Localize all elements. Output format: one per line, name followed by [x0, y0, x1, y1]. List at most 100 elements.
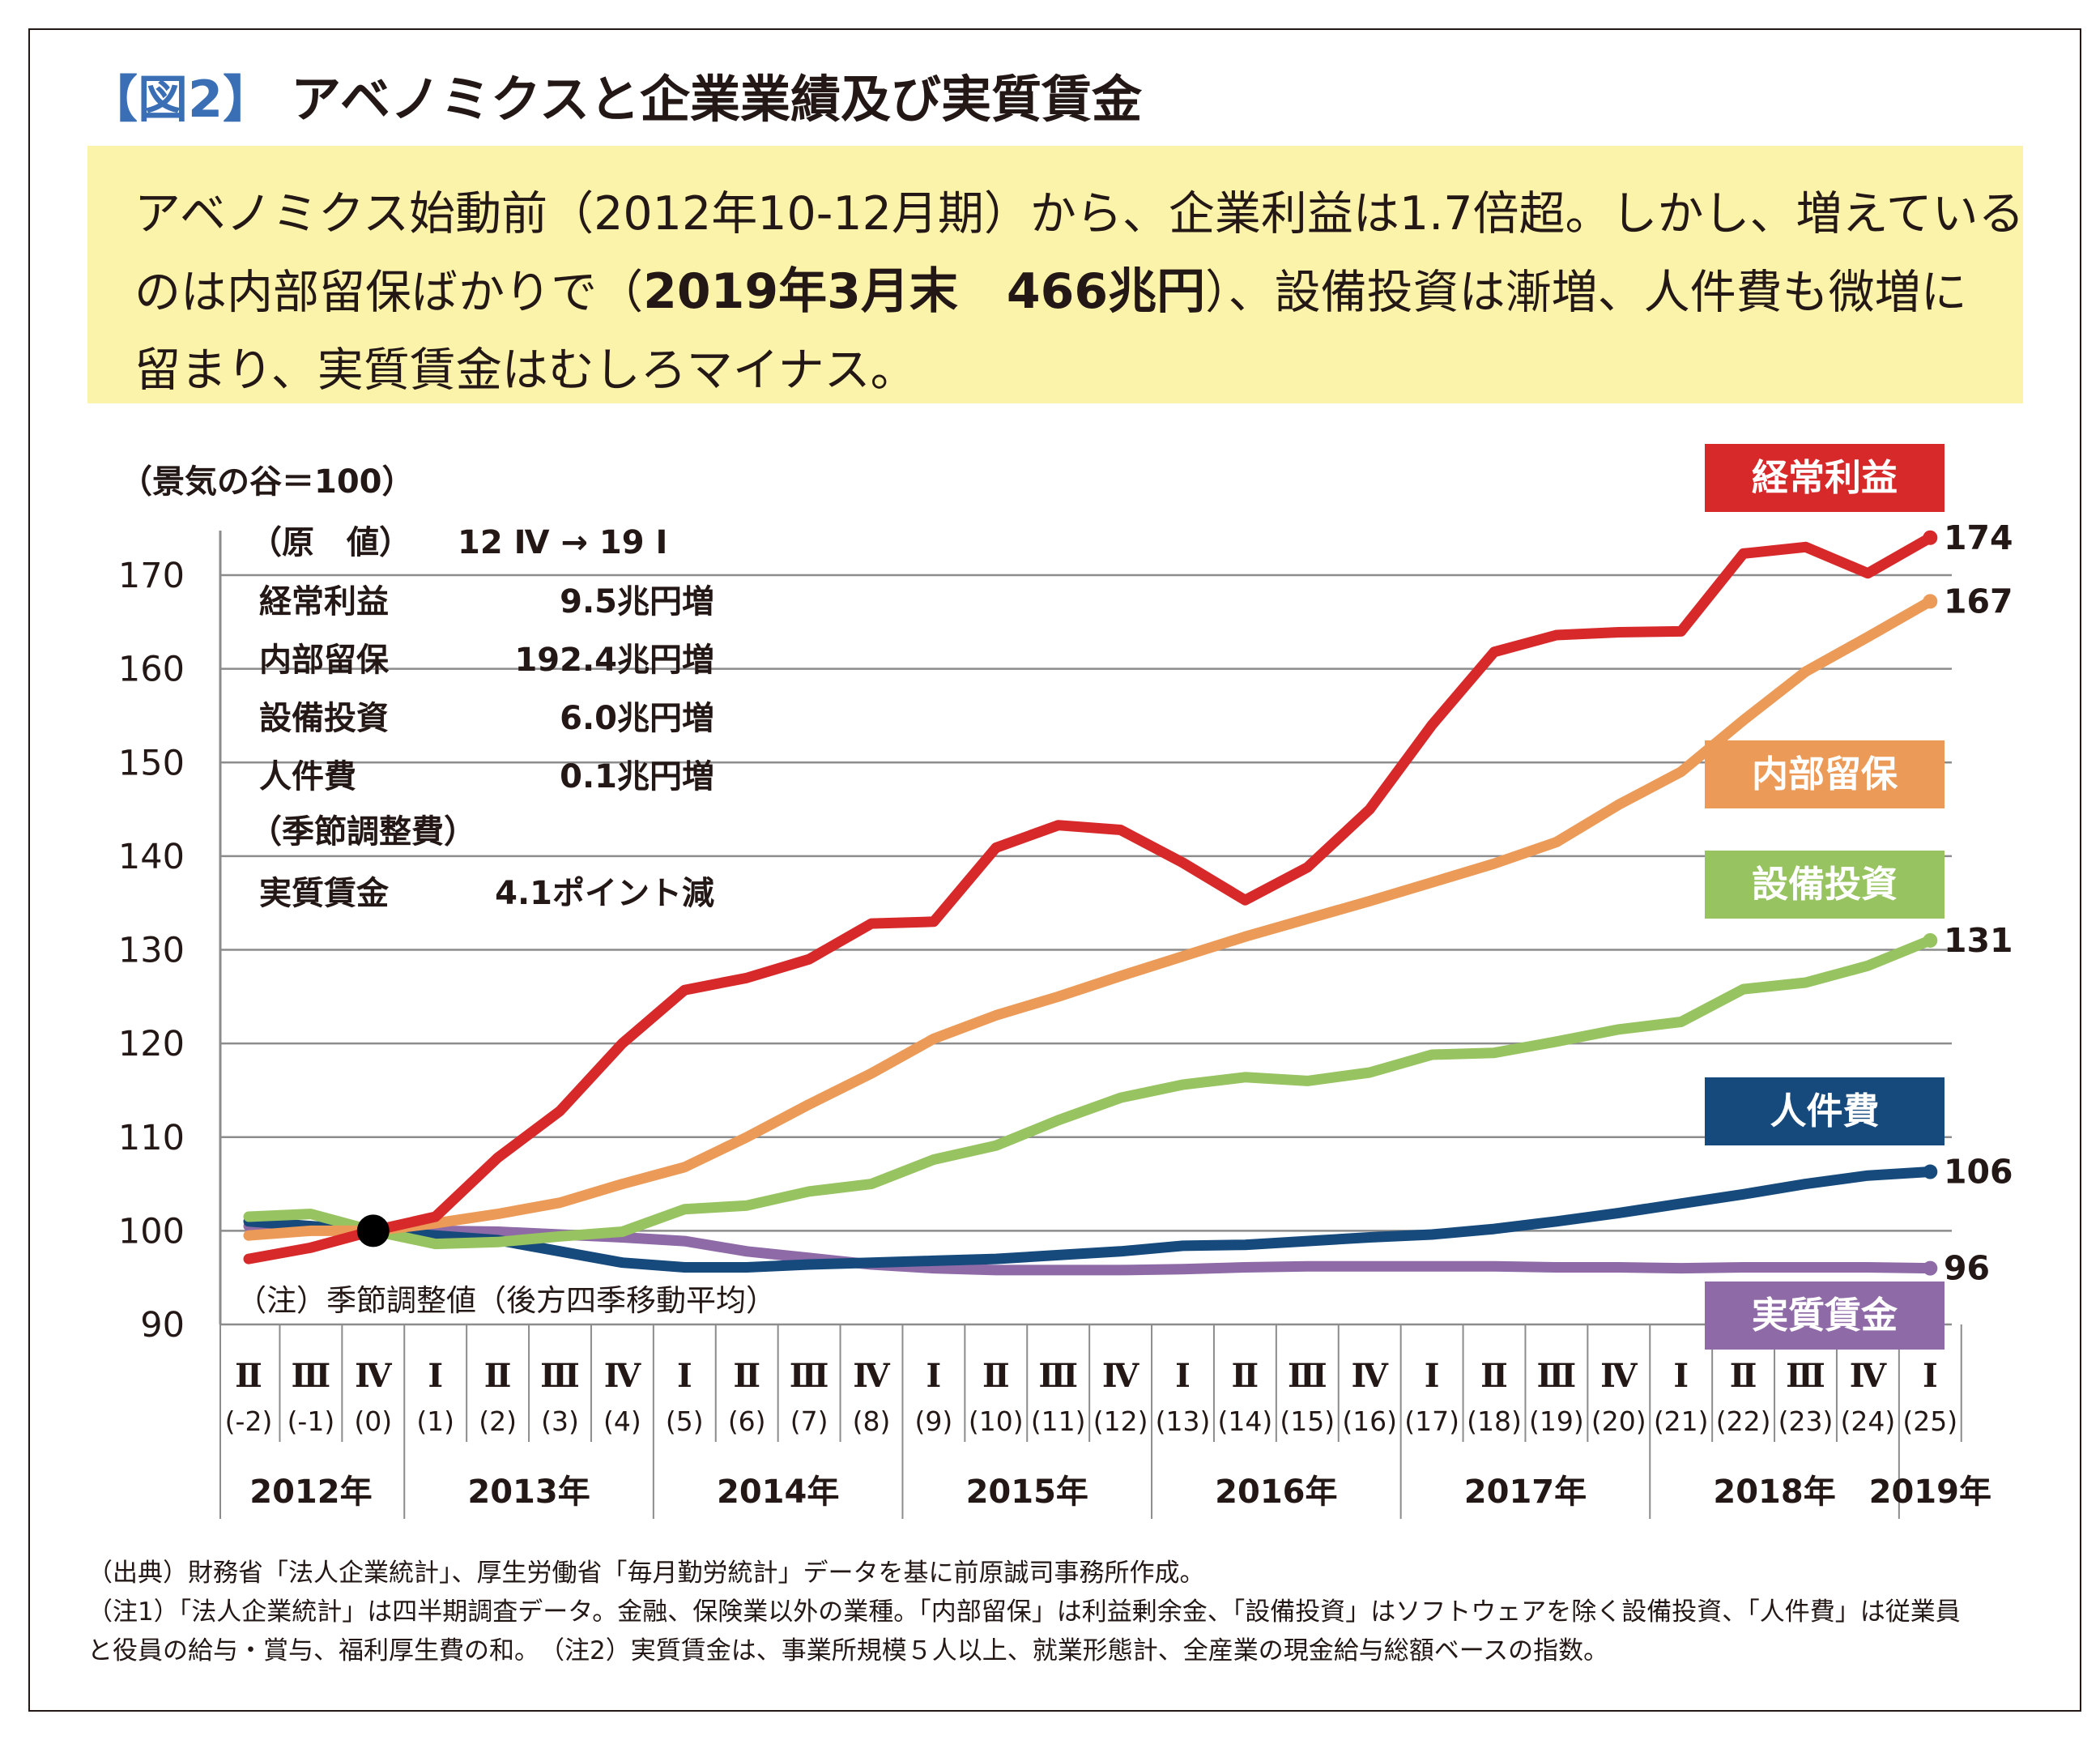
annotation-header-left: （原 値） [249, 524, 411, 561]
series-end-label-0: 174 [1944, 518, 2013, 557]
legend-badge-0 [1705, 444, 1945, 512]
annotation-wage-value: 4.1ポイント減 [495, 875, 714, 912]
x-index-label-15: (13) [1156, 1405, 1211, 1437]
x-index-label-0: (-2) [225, 1405, 273, 1437]
x-index-label-9: (7) [790, 1405, 828, 1437]
y-tick-label-130: 130 [118, 931, 185, 971]
summary-highlight: 2019年3月末 466兆円 [643, 263, 1206, 320]
x-quarter-label-20: Ⅱ [1480, 1357, 1508, 1395]
x-year-label-0: 2012年 [249, 1473, 372, 1511]
x-quarter-label-27: Ⅰ [1923, 1357, 1938, 1395]
x-index-label-23: (21) [1654, 1405, 1709, 1437]
y-tick-label-90: 90 [140, 1305, 185, 1346]
x-year-label-1: 2013年 [467, 1473, 590, 1511]
x-index-label-18: (16) [1342, 1405, 1397, 1437]
summary-line-3: 留まり、実質賃金はむしろマイナス。 [134, 343, 917, 397]
x-index-label-16: (14) [1218, 1405, 1273, 1437]
x-quarter-label-26: Ⅳ [1850, 1357, 1887, 1395]
title-text: アベノミクスと企業業績及び実質賃金 [291, 70, 1143, 129]
x-quarter-label-18: Ⅳ [1352, 1357, 1389, 1395]
legend-badge-label-1: 内部留保 [1752, 753, 1898, 795]
annotation-seasonal-label: （季節調整費） [249, 813, 476, 851]
x-index-label-5: (3) [541, 1405, 579, 1437]
x-index-label-4: (2) [479, 1405, 517, 1437]
series-end-label-4: 96 [1944, 1249, 1990, 1288]
x-quarter-label-3: Ⅰ [428, 1357, 443, 1395]
x-index-label-13: (11) [1031, 1405, 1086, 1437]
x-index-label-7: (5) [666, 1405, 704, 1437]
x-quarter-label-17: Ⅲ [1288, 1357, 1327, 1395]
x-index-label-1: (-1) [288, 1405, 335, 1437]
x-axis: Ⅱ (-2) Ⅲ (-1) Ⅳ (0) Ⅰ (1) Ⅱ (2) Ⅲ (3) Ⅳ (4) Ⅰ (5) Ⅱ (6) Ⅲ (… [219, 1324, 1991, 1519]
annotation-label-retained: 内部留保 [259, 642, 390, 679]
annotation-label-capex: 設備投資 [259, 700, 389, 737]
series-end-label-1: 167 [1944, 582, 2013, 621]
x-quarter-label-2: Ⅳ [355, 1357, 392, 1395]
series-end-label-2: 131 [1944, 921, 2013, 960]
annotation-header-right: 12 Ⅳ → 19 Ⅰ [458, 524, 667, 561]
annotation-value-capex: 6.0兆円増 [560, 700, 714, 737]
x-index-label-24: (22) [1716, 1405, 1771, 1437]
legend-badge-label-3: 人件費 [1770, 1090, 1879, 1132]
source-note: （出典）財務省「法人企業統計」、厚生労働省「毎月勤労統計」データを基に前原誠司事… [87, 1559, 1205, 1588]
chart-note: （注）季節調整値（後方四季移動平均） [236, 1283, 776, 1318]
x-quarter-label-12: Ⅱ [982, 1357, 1010, 1395]
y-tick-label-120: 120 [118, 1024, 185, 1064]
legend-badge-label-4: 実質賃金 [1752, 1294, 1898, 1337]
summary-line-2: のは内部留保ばかりで（2019年3月末 466兆円）、設備投資は漸増、人件費も微… [134, 253, 1976, 331]
annotation-box: （原 値） 12 Ⅳ → 19 Ⅰ 経常利益 9.5兆円増 内部留保 192.4… [249, 524, 714, 912]
x-index-label-3: (1) [416, 1405, 454, 1437]
x-index-label-8: (6) [728, 1405, 766, 1437]
series-lines [243, 530, 1938, 1276]
series-line-2 [243, 935, 1936, 1250]
x-year-label-6: 2018年 [1713, 1473, 1835, 1511]
series-end-point-3 [1923, 1164, 1938, 1179]
x-year-label-3: 2015年 [966, 1473, 1088, 1511]
x-quarter-label-11: Ⅰ [926, 1357, 942, 1395]
x-quarter-label-16: Ⅱ [1232, 1357, 1259, 1395]
summary-line-2-pre: のは内部留保ばかりで（ [134, 266, 644, 319]
x-quarter-label-14: Ⅳ [1102, 1357, 1139, 1395]
x-index-label-19: (17) [1404, 1405, 1459, 1437]
x-index-label-11: (9) [915, 1405, 953, 1437]
note-1a: （注1）「法人企業統計」は四半期調査データ。金融、保険業以外の業種。「内部留保」… [87, 1597, 1961, 1627]
series-end-point-4 [1923, 1260, 1938, 1276]
figure-label: 【図2】 [87, 70, 274, 129]
annotation-value-retained: 192.4兆円増 [514, 642, 714, 679]
x-quarter-label-7: Ⅰ [677, 1357, 692, 1395]
series-end-point-2 [1923, 932, 1938, 948]
y-unit-label: （景気の谷＝100） [120, 463, 415, 501]
summary-box: アベノミクス始動前（2012年10-12月期）から、企業利益は1.7倍超。しかし… [87, 146, 2023, 403]
legend-badge-4 [1705, 1282, 1945, 1350]
summary-line-1: アベノミクス始動前（2012年10-12月期）から、企業利益は1.7倍超。しかし… [134, 187, 2023, 241]
x-index-label-12: (10) [969, 1405, 1024, 1437]
series-end-label-3: 106 [1944, 1153, 2013, 1192]
x-quarter-label-19: Ⅰ [1425, 1357, 1440, 1395]
x-index-label-2: (0) [354, 1405, 392, 1437]
x-index-label-20: (18) [1467, 1405, 1522, 1437]
note-1b: と役員の給与・賞与、福利厚生費の和。 （注2）実質賃金は、事業所規模５人以上、就… [87, 1636, 1609, 1665]
annotation-label-profit: 経常利益 [259, 583, 389, 621]
series-end-point-1 [1923, 594, 1938, 609]
x-quarter-label-25: Ⅲ [1786, 1357, 1825, 1395]
x-index-label-25: (23) [1778, 1405, 1834, 1437]
y-tick-label-160: 160 [118, 650, 185, 690]
x-quarter-label-4: Ⅱ [484, 1357, 512, 1395]
x-index-label-10: (8) [853, 1405, 891, 1437]
series-line-3 [243, 1166, 1936, 1273]
x-quarter-label-8: Ⅱ [733, 1357, 760, 1395]
legend-badge-2 [1705, 851, 1945, 919]
x-quarter-label-6: Ⅳ [604, 1357, 641, 1395]
legend-badge-label-0: 経常利益 [1752, 456, 1898, 499]
series-line-4 [243, 1221, 1936, 1276]
x-quarter-label-15: Ⅰ [1175, 1357, 1191, 1395]
x-quarter-label-5: Ⅲ [540, 1357, 580, 1395]
x-index-label-14: (12) [1093, 1405, 1148, 1437]
x-year-label-7: 2019年 [1869, 1473, 1991, 1511]
x-index-label-6: (4) [603, 1405, 641, 1437]
x-quarter-label-24: Ⅱ [1730, 1357, 1757, 1395]
x-year-label-5: 2017年 [1464, 1473, 1587, 1511]
x-index-label-21: (19) [1529, 1405, 1584, 1437]
